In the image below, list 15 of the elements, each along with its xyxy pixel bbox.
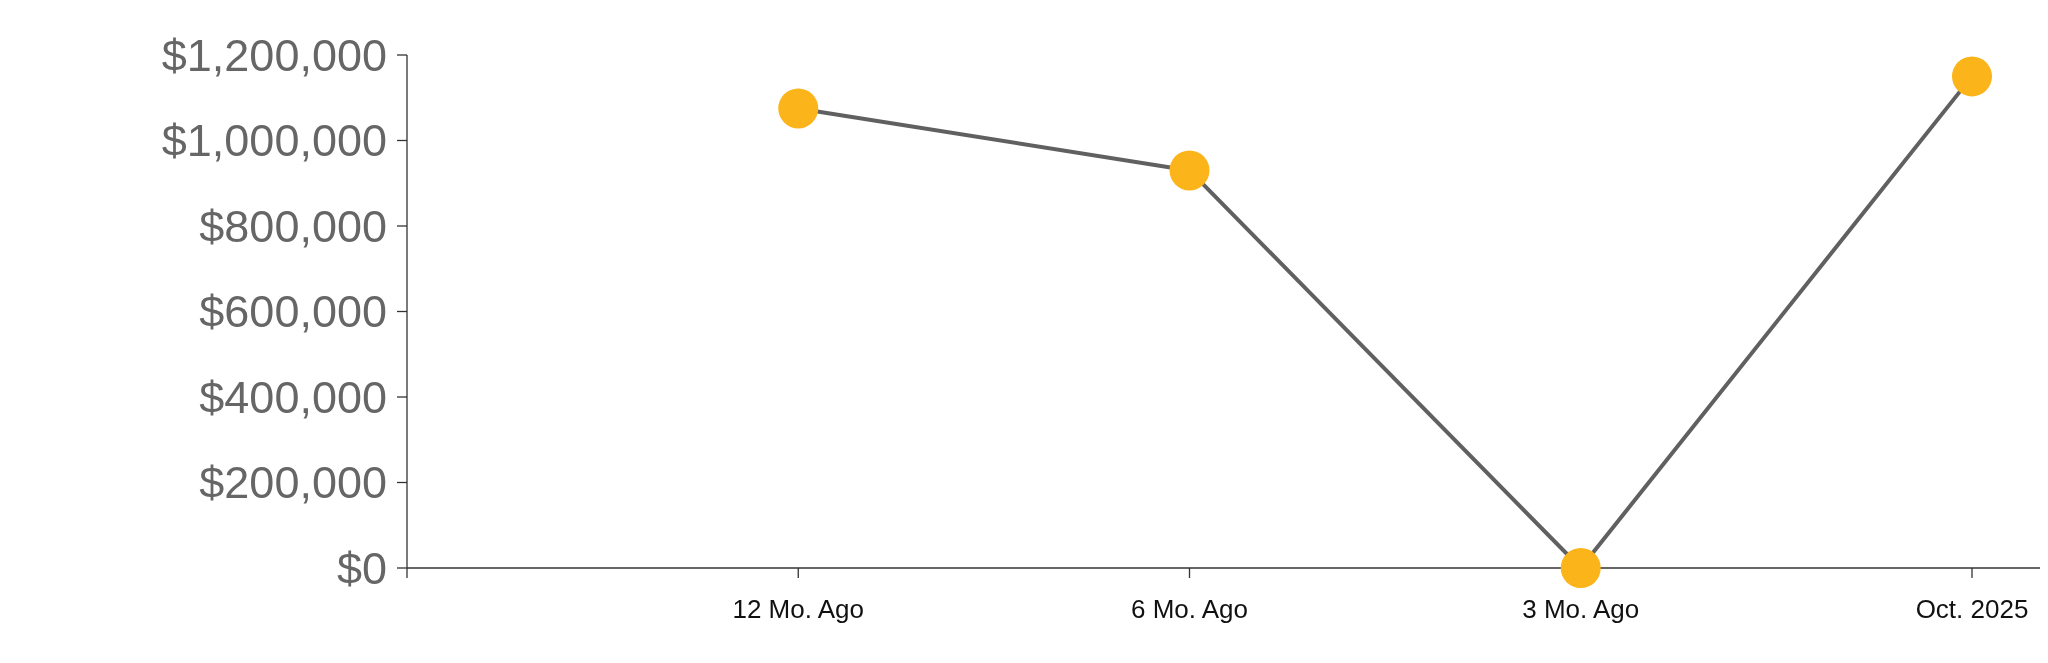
y-tick-label: $0	[336, 542, 387, 594]
point	[1169, 150, 1210, 191]
y-tick-label: $600,000	[199, 286, 387, 338]
y-tick-label: $400,000	[199, 371, 387, 423]
x-tick-label: 12 Mo. Ago	[732, 594, 865, 624]
y-tick-label: $1,200,000	[161, 29, 387, 81]
x-tick-label: Oct. 2025	[1915, 594, 2029, 624]
y-tick-label: $1,000,000	[161, 115, 387, 167]
y-tick-label: $200,000	[199, 457, 387, 509]
point	[1952, 56, 1992, 97]
point	[1560, 548, 1601, 588]
x-tick-label: 6 Mo. Ago	[1130, 594, 1249, 624]
y-tick-label: $800,000	[199, 200, 387, 252]
x-tick-label: 3 Mo. Ago	[1522, 594, 1640, 624]
point	[778, 88, 819, 129]
